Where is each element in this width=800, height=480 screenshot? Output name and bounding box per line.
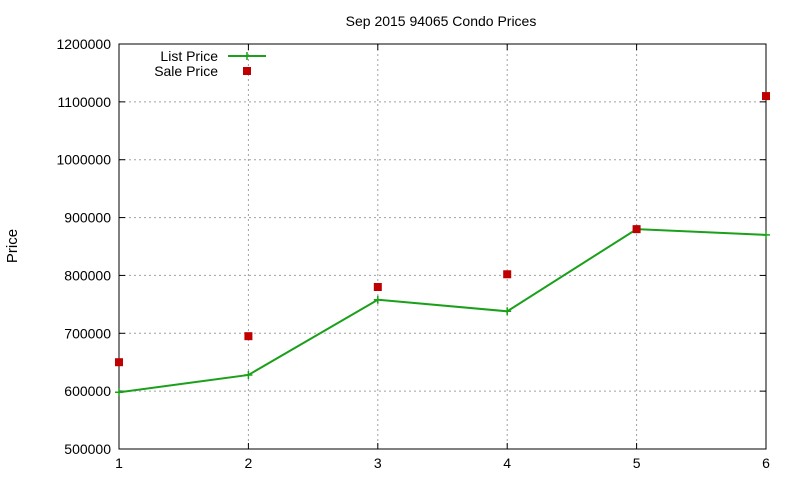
- y-tick-label: 1200000: [56, 36, 111, 52]
- series-sale-price: [115, 92, 770, 367]
- y-tick-label: 1000000: [56, 152, 111, 168]
- plot-frame: [118, 43, 767, 450]
- sale-price-point: [115, 358, 123, 367]
- sale-price-point: [503, 270, 512, 279]
- list-price-point: [244, 370, 253, 379]
- y-tick-label: 700000: [64, 325, 111, 341]
- list-price-point: [503, 307, 512, 316]
- legend-swatch-square: [243, 67, 251, 75]
- x-tick-label: 3: [374, 455, 382, 471]
- legend-swatch-plus: [243, 52, 251, 60]
- legend-label: Sale Price: [154, 63, 218, 79]
- list-price-line: [118, 228, 767, 394]
- axis-ticks: 500000 600000 700000 800000 900000 1000000 110…: [56, 36, 770, 471]
- series-list-price: [115, 225, 770, 397]
- y-axis-title: Price: [4, 229, 21, 263]
- sale-price-point: [373, 283, 382, 291]
- list-price-point: [115, 388, 123, 397]
- y-tick-label: 900000: [64, 210, 111, 226]
- x-tick-label: 4: [503, 455, 511, 471]
- list-price-point: [762, 230, 770, 239]
- chart-title: Sep 2015 94065 Condo Prices: [346, 13, 537, 29]
- series-layer: [115, 92, 770, 397]
- grid-lines: [119, 44, 766, 449]
- list-price-point: [373, 295, 382, 304]
- sale-price-point: [762, 92, 770, 101]
- x-tick-label: 1: [115, 455, 123, 471]
- x-tick-label: 6: [762, 455, 770, 471]
- sale-price-point: [632, 225, 641, 234]
- y-tick-label: 500000: [64, 441, 111, 457]
- sale-price-point: [244, 332, 253, 341]
- legend-label: List Price: [160, 48, 218, 64]
- x-tick-label: 2: [245, 455, 253, 471]
- y-tick-label: 800000: [64, 267, 111, 283]
- y-tick-label: 1100000: [58, 94, 112, 110]
- x-tick-label: 5: [633, 455, 641, 471]
- y-tick-label: 600000: [64, 383, 111, 399]
